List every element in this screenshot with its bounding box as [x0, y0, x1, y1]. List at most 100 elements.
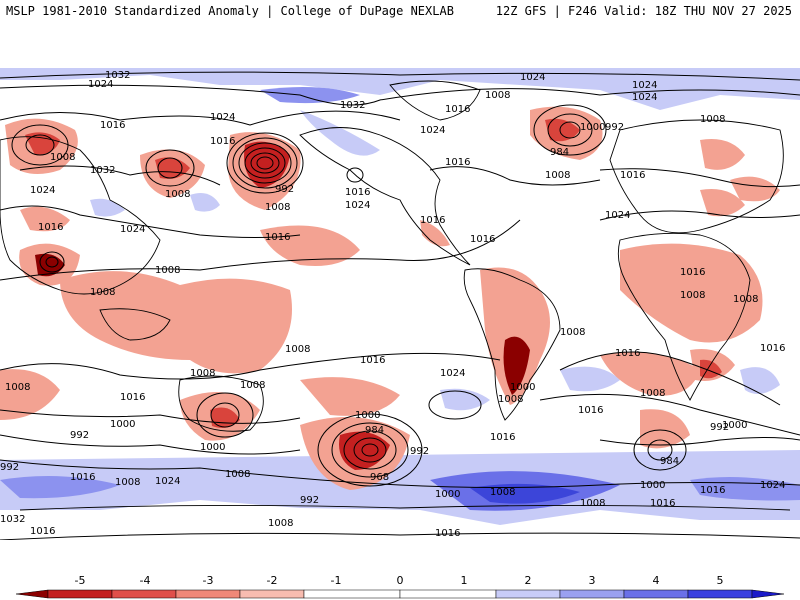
- svg-text:1016: 1016: [345, 187, 370, 198]
- svg-text:1016: 1016: [680, 267, 705, 278]
- svg-text:1016: 1016: [620, 170, 645, 181]
- svg-text:1008: 1008: [580, 498, 605, 509]
- isobars: [0, 71, 800, 540]
- svg-text:1016: 1016: [700, 485, 725, 496]
- svg-text:1024: 1024: [345, 200, 370, 211]
- svg-text:1016: 1016: [360, 355, 385, 366]
- colorbar: -5 -4 -3 -2 -1 0 1 2 3 4 5: [15, 574, 785, 599]
- svg-text:3: 3: [589, 574, 596, 587]
- svg-text:5: 5: [717, 574, 724, 587]
- isobar-labels: 1032 1024 1032 1024 1024 1024 1016 1024 …: [0, 70, 785, 539]
- svg-text:1008: 1008: [498, 394, 523, 405]
- svg-text:1008: 1008: [155, 265, 180, 276]
- svg-text:1008: 1008: [640, 388, 665, 399]
- svg-text:992: 992: [605, 122, 624, 133]
- svg-text:1016: 1016: [470, 234, 495, 245]
- svg-text:1008: 1008: [545, 170, 570, 181]
- svg-text:-1: -1: [331, 574, 342, 587]
- svg-text:1016: 1016: [435, 528, 460, 539]
- svg-text:1016: 1016: [578, 405, 603, 416]
- svg-text:1008: 1008: [285, 344, 310, 355]
- svg-text:1016: 1016: [650, 498, 675, 509]
- svg-text:-2: -2: [267, 574, 278, 587]
- svg-text:1024: 1024: [210, 112, 235, 123]
- svg-text:1016: 1016: [445, 157, 470, 168]
- svg-text:1008: 1008: [700, 114, 725, 125]
- svg-text:992: 992: [300, 495, 319, 506]
- map-title: MSLP 1981-2010 Standardized Anomaly | Co…: [6, 4, 454, 18]
- svg-text:1024: 1024: [155, 476, 180, 487]
- svg-text:2: 2: [525, 574, 532, 587]
- svg-text:1008: 1008: [225, 469, 250, 480]
- svg-text:1000: 1000: [580, 122, 605, 133]
- svg-text:984: 984: [660, 456, 679, 467]
- svg-text:1016: 1016: [760, 343, 785, 354]
- svg-text:1016: 1016: [265, 232, 290, 243]
- svg-text:1032: 1032: [0, 514, 25, 525]
- svg-text:1032: 1032: [90, 165, 115, 176]
- svg-text:1000: 1000: [200, 442, 225, 453]
- svg-text:1008: 1008: [115, 477, 140, 488]
- svg-text:984: 984: [365, 425, 384, 436]
- svg-text:984: 984: [550, 147, 569, 158]
- svg-text:1016: 1016: [70, 472, 95, 483]
- anomaly-map: 1032 1024 1032 1024 1024 1024 1016 1024 …: [0, 65, 800, 540]
- svg-text:1000: 1000: [510, 382, 535, 393]
- svg-text:1024: 1024: [520, 72, 545, 83]
- coastlines: [0, 80, 791, 511]
- svg-text:1000: 1000: [640, 480, 665, 491]
- svg-text:992: 992: [70, 430, 89, 441]
- svg-text:0: 0: [397, 574, 404, 587]
- svg-text:-3: -3: [203, 574, 214, 587]
- svg-text:1000: 1000: [435, 489, 460, 500]
- svg-text:1024: 1024: [632, 80, 657, 91]
- svg-text:1024: 1024: [440, 368, 465, 379]
- svg-text:1016: 1016: [38, 222, 63, 233]
- svg-text:1024: 1024: [632, 92, 657, 103]
- svg-text:1016: 1016: [490, 432, 515, 443]
- colorbar-ticks: -5 -4 -3 -2 -1 0 1 2 3 4 5: [75, 574, 724, 587]
- svg-text:1008: 1008: [165, 189, 190, 200]
- svg-text:1016: 1016: [420, 215, 445, 226]
- svg-text:1008: 1008: [5, 382, 30, 393]
- svg-text:1024: 1024: [30, 185, 55, 196]
- svg-text:992: 992: [410, 446, 429, 457]
- svg-text:1008: 1008: [485, 90, 510, 101]
- svg-text:1008: 1008: [240, 380, 265, 391]
- svg-text:1008: 1008: [490, 487, 515, 498]
- svg-text:1024: 1024: [88, 79, 113, 90]
- svg-text:992: 992: [0, 462, 19, 473]
- svg-text:-4: -4: [140, 574, 151, 587]
- svg-text:1008: 1008: [265, 202, 290, 213]
- colorbar-arrow-right: [751, 589, 785, 599]
- svg-text:1: 1: [461, 574, 468, 587]
- svg-text:1000: 1000: [110, 419, 135, 430]
- strong-negative-anomaly-shading: [25, 118, 722, 470]
- svg-text:1008: 1008: [90, 287, 115, 298]
- svg-text:992: 992: [710, 422, 729, 433]
- colorbar-swatches: [15, 589, 785, 599]
- positive-anomaly-shading: [0, 68, 800, 525]
- colorbar-arrow-left: [15, 589, 49, 599]
- svg-text:1016: 1016: [100, 120, 125, 131]
- svg-text:1024: 1024: [120, 224, 145, 235]
- svg-text:1000: 1000: [722, 420, 747, 431]
- svg-text:1024: 1024: [420, 125, 445, 136]
- svg-text:1016: 1016: [30, 526, 55, 537]
- svg-text:1024: 1024: [605, 210, 630, 221]
- svg-text:1032: 1032: [340, 100, 365, 111]
- svg-text:1008: 1008: [733, 294, 758, 305]
- svg-text:1016: 1016: [210, 136, 235, 147]
- svg-text:1016: 1016: [120, 392, 145, 403]
- model-run-info: 12Z GFS | F246 Valid: 18Z THU NOV 27 202…: [495, 4, 792, 18]
- svg-text:-5: -5: [75, 574, 86, 587]
- svg-text:1008: 1008: [50, 152, 75, 163]
- low-pressure-centers: [11, 104, 687, 487]
- svg-text:1008: 1008: [680, 290, 705, 301]
- svg-text:1008: 1008: [190, 368, 215, 379]
- svg-text:1008: 1008: [268, 518, 293, 529]
- svg-text:1008: 1008: [560, 327, 585, 338]
- svg-text:1016: 1016: [445, 104, 470, 115]
- svg-text:1016: 1016: [615, 348, 640, 359]
- svg-text:1000: 1000: [355, 410, 380, 421]
